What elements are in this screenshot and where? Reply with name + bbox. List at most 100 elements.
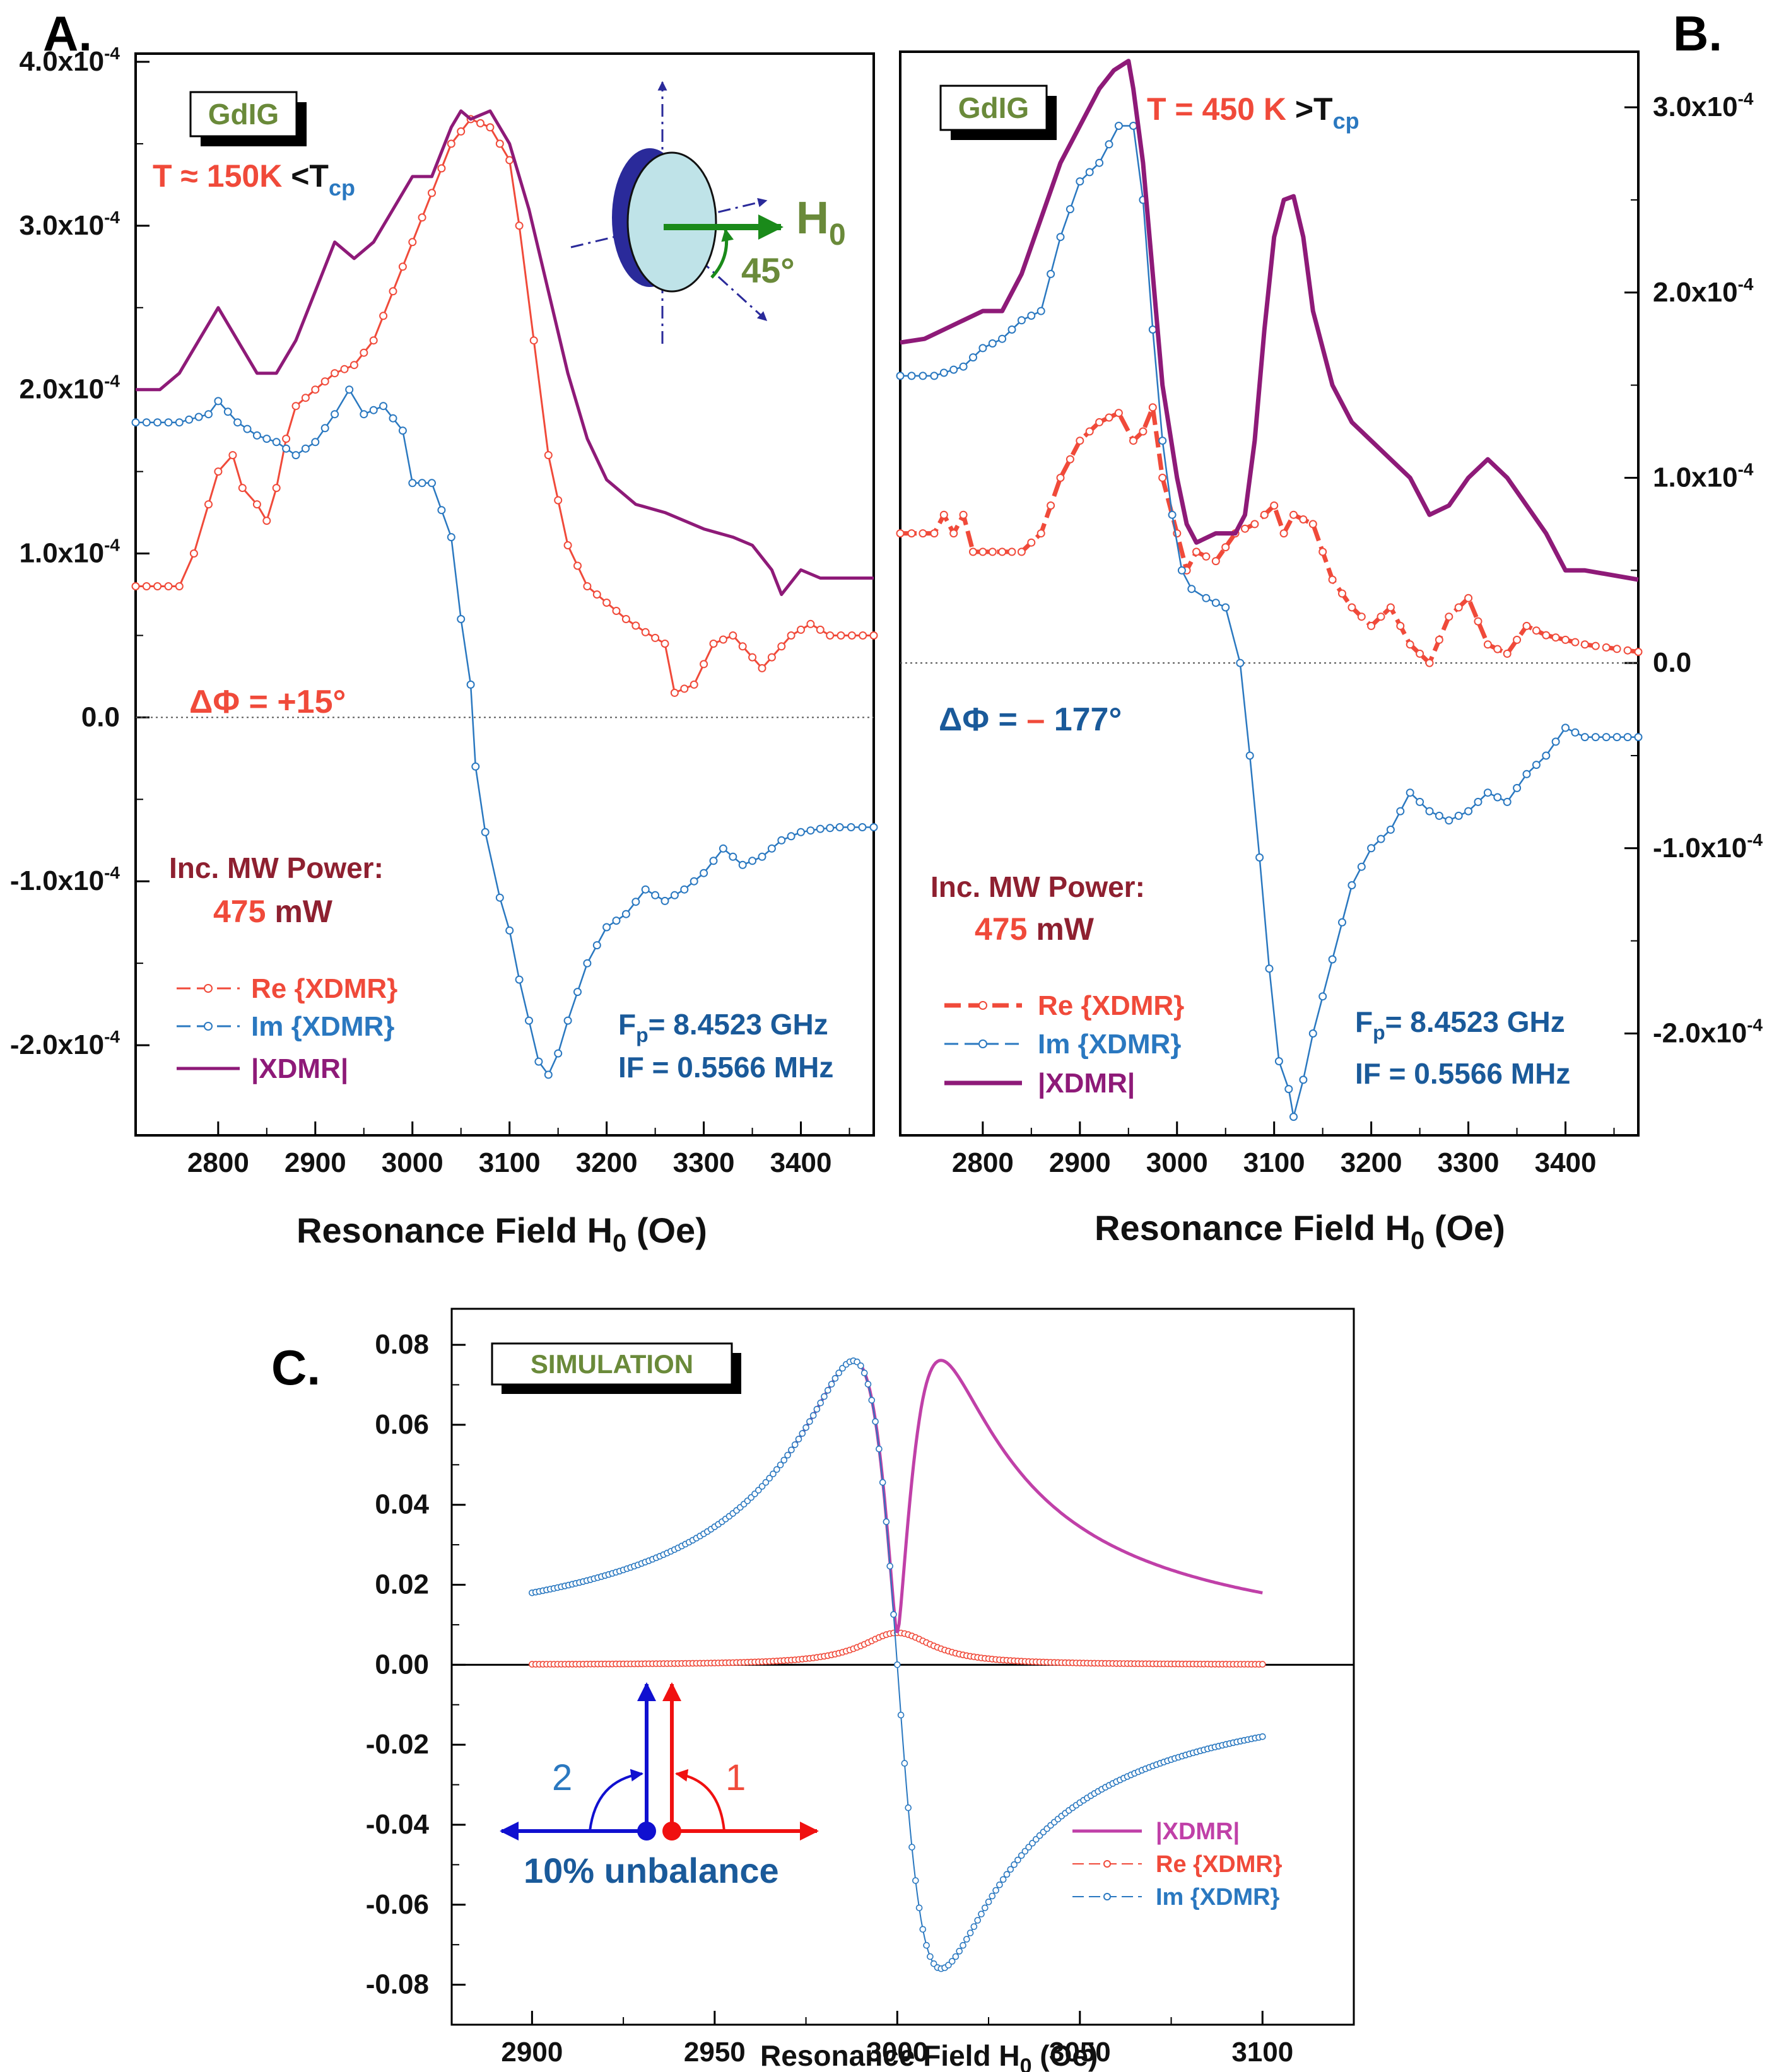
ytick-label: -2.0x10-4 [10, 1027, 120, 1060]
data-point-im [802, 1424, 809, 1431]
data-point-re [1241, 524, 1249, 533]
arc-1-icon [675, 1769, 725, 1832]
data-point-re [859, 631, 867, 640]
data-point-re [262, 517, 271, 525]
data-point-im [795, 1436, 802, 1443]
unbalance-diagram: 2 1 10% unbalance [500, 1682, 819, 1890]
data-point-im [797, 828, 805, 836]
data-point-im [515, 975, 524, 984]
data-point-im [952, 1953, 960, 1960]
data-point-im [1021, 1847, 1029, 1855]
series-re [131, 115, 878, 697]
data-point-im [1076, 177, 1084, 186]
series-mag [531, 1359, 1263, 1634]
data-point-im [770, 1470, 777, 1478]
data-point-im [886, 1562, 893, 1570]
data-point-re [1386, 603, 1395, 612]
legend-c-re-label: Re {XDMR} [1156, 1851, 1283, 1878]
ytick-label: 3.0x10-4 [20, 208, 120, 241]
data-point-im [466, 680, 475, 689]
data-point-im [1367, 844, 1376, 853]
panel-b-power-label: Inc. MW Power: [931, 870, 1145, 903]
data-point-im [1445, 816, 1453, 825]
data-point-re [1027, 538, 1036, 547]
data-point-im [495, 893, 504, 902]
ytick-label-exponent: -4 [104, 372, 120, 391]
data-point-im [282, 444, 291, 453]
ytick-label: -0.04 [366, 1809, 430, 1840]
data-point-im [930, 372, 939, 380]
data-point-im [1561, 723, 1570, 732]
data-point-im [767, 844, 776, 853]
panel-a-ticks [136, 61, 850, 1135]
data-point-im [978, 1911, 985, 1917]
data-point-re [1612, 645, 1621, 653]
data-point-re [777, 642, 786, 651]
ytick-label-exponent: -4 [1738, 459, 1754, 479]
data-point-re [1148, 403, 1157, 412]
panel-b-power-unit: mW [1027, 911, 1094, 947]
data-point-im [1623, 733, 1632, 742]
panel-b-sample-badge [939, 85, 1048, 131]
ytick-label: 0.06 [375, 1409, 429, 1440]
panel-a-phase: ΔΦ = +15° [189, 684, 346, 720]
data-point-im [131, 418, 140, 427]
data-point-im [963, 1936, 970, 1943]
data-point-im [1338, 918, 1346, 927]
data-point-im [631, 898, 640, 906]
data-point-im [748, 857, 757, 865]
data-point-re [1591, 641, 1600, 650]
data-point-re [175, 582, 184, 590]
data-point-re [1522, 621, 1531, 630]
data-point-re [847, 631, 856, 640]
data-point-re [544, 451, 553, 460]
legend-c-mag-label: |XDMR| [1156, 1818, 1240, 1845]
data-point-im [791, 1441, 799, 1448]
data-point-im [1591, 733, 1600, 742]
data-point-im [1289, 1113, 1298, 1121]
data-point-im [1114, 122, 1123, 130]
data-point-re [437, 164, 446, 173]
data-point-re [447, 139, 455, 148]
data-point-re [573, 561, 582, 570]
data-point-re [680, 684, 689, 693]
data-point-re [1076, 436, 1084, 445]
ytick-label: 1.0x10-4 [1653, 459, 1754, 493]
data-point-im [1308, 1029, 1317, 1038]
data-point-re [1347, 603, 1356, 612]
panel-a-power-value: 475 mW [213, 894, 333, 929]
data-point-im [784, 1451, 791, 1459]
series-im [529, 1357, 1266, 1972]
panel-a-legend: Re {XDMR} Im {XDMR} |XDMR| [177, 973, 397, 1085]
data-point-im [901, 1760, 908, 1767]
ytick-label: -1.0x10-4 [1653, 830, 1763, 863]
data-point-re [631, 621, 640, 630]
data-point-re [340, 365, 349, 373]
data-point-im [418, 479, 426, 488]
ytick-label-exponent: -4 [104, 1027, 120, 1046]
data-point-im [554, 1049, 563, 1058]
data-point-re [349, 361, 358, 370]
data-point-re [1279, 529, 1288, 538]
ytick-label: -1.0x10-4 [10, 863, 120, 896]
data-point-im [998, 334, 1007, 343]
data-point-re [930, 529, 939, 538]
data-point-im [1274, 1057, 1283, 1065]
data-point-re [1580, 640, 1589, 649]
xtick-label: 3200 [576, 1147, 638, 1178]
origin-red-icon [662, 1822, 681, 1841]
panel-c-letter: C. [271, 1340, 320, 1395]
data-point-re [1338, 589, 1346, 598]
data-point-im [809, 1412, 817, 1419]
data-point-im [1221, 603, 1230, 612]
panel-a-temp-sub: cp [329, 175, 355, 201]
data-point-im [447, 533, 455, 542]
panel-a-temperature: T ≈ 150K <Tcp [153, 158, 355, 201]
data-point-re [1192, 547, 1201, 556]
data-point-im [1483, 788, 1492, 797]
data-point-im [762, 1478, 770, 1486]
xtick-label: 3000 [866, 2037, 928, 2068]
data-point-re [1085, 427, 1094, 436]
data-point-im [1347, 881, 1356, 889]
data-point-im [999, 1876, 1007, 1883]
